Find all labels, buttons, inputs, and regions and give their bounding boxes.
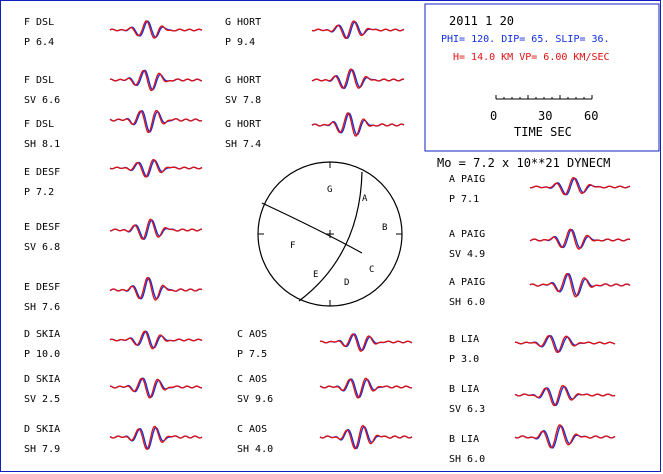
synthetic-trace [514, 424, 616, 449]
phase-amplitude-label: SH 6.0 [449, 454, 485, 465]
sphere-station-e: E [313, 270, 318, 280]
synthetic-trace [109, 276, 203, 301]
observed-trace [515, 334, 616, 353]
event-date: 2011 1 20 [449, 14, 514, 28]
observed-trace [319, 378, 413, 399]
phase-amplitude-label: P 3.0 [449, 354, 479, 365]
sphere-station-c: C [369, 265, 374, 275]
observed-trace [109, 426, 203, 450]
station-label: D SKIA [24, 329, 60, 340]
synthetic-trace [529, 177, 631, 196]
synthetic-trace [311, 68, 405, 89]
observed-trace [311, 68, 404, 90]
phase-amplitude-label: SV 6.3 [449, 404, 485, 415]
phase-amplitude-label: SH 8.1 [24, 139, 60, 150]
sphere-station-f: F [290, 241, 295, 251]
time-scale-bar: 0 30 60 TIME SEC [490, 95, 598, 139]
phase-amplitude-label: P 7.1 [449, 194, 479, 205]
phase-amplitude-label: SV 7.8 [225, 95, 261, 106]
station-label: E DESF [24, 282, 60, 293]
nodal-plane-2 [298, 171, 363, 302]
synthetic-trace [109, 159, 203, 178]
phase-amplitude-label: SV 4.9 [449, 249, 485, 260]
sphere-station-a: A [362, 194, 368, 204]
station-label: C AOS [237, 374, 267, 385]
phase-amplitude-label: SV 2.5 [24, 394, 60, 405]
station-label: G HORT [225, 75, 261, 86]
time-axis-label: TIME SEC [514, 125, 572, 139]
info-box [424, 3, 660, 152]
phase-amplitude-label: SV 9.6 [237, 394, 273, 405]
time-tick-30: 30 [538, 109, 552, 123]
synthetic-trace [311, 20, 405, 40]
station-label: D SKIA [24, 374, 60, 385]
synthetic-trace [529, 228, 631, 250]
synthetic-trace [319, 424, 413, 450]
seismic-moment: Mo = 7.2 x 10**21 DYNECM [437, 156, 610, 170]
mechanism-params: PHI= 120. DIP= 65. SLIP= 36. [441, 34, 610, 45]
station-label: C AOS [237, 329, 267, 340]
station-label: F DSL [24, 119, 54, 130]
station-label: F DSL [24, 75, 54, 86]
station-label: E DESF [24, 222, 60, 233]
depth-velocity: H= 14.0 KM VP= 6.00 KM/SEC [453, 52, 610, 63]
synthetic-trace [515, 334, 616, 353]
phase-amplitude-label: SH 6.0 [449, 297, 485, 308]
phase-amplitude-label: SH 7.6 [24, 302, 60, 313]
phase-amplitude-label: P 6.4 [24, 37, 54, 48]
station-label: A PAIG [449, 277, 485, 288]
phase-amplitude-label: P 7.5 [237, 349, 267, 360]
phase-amplitude-label: SH 7.9 [24, 444, 60, 455]
time-tick-60: 60 [584, 109, 598, 123]
station-label: B LIA [449, 334, 479, 345]
synthetic-trace [109, 425, 203, 451]
station-label: B LIA [449, 384, 479, 395]
station-label: A PAIG [449, 229, 485, 240]
station-label: G HORT [225, 17, 261, 28]
synthetic-trace [319, 377, 413, 399]
sphere-station-d: D [344, 278, 349, 288]
phase-amplitude-label: P 9.4 [225, 37, 255, 48]
phase-amplitude-label: SV 6.6 [24, 95, 60, 106]
station-label: D SKIA [24, 424, 60, 435]
focal-sphere: G A B F E D C [257, 161, 403, 307]
station-label: E DESF [24, 167, 60, 178]
synthetic-trace [109, 377, 202, 399]
synthetic-trace [109, 218, 203, 240]
station-label: G HORT [225, 119, 261, 130]
synthetic-trace [311, 112, 405, 137]
synthetic-trace [109, 20, 203, 39]
synthetic-trace [109, 109, 203, 134]
synthetic-trace [529, 272, 631, 298]
observed-trace [109, 277, 203, 300]
sphere-station-g: G [327, 185, 332, 195]
phase-amplitude-label: SH 4.0 [237, 444, 273, 455]
synthetic-trace [109, 330, 203, 350]
time-tick-0: 0 [490, 109, 497, 123]
synthetic-trace [109, 69, 203, 92]
phase-amplitude-label: P 10.0 [24, 349, 60, 360]
station-label: A PAIG [449, 174, 485, 185]
synthetic-trace [319, 333, 413, 352]
observed-trace [529, 228, 631, 249]
station-label: B LIA [449, 434, 479, 445]
station-label: C AOS [237, 424, 267, 435]
phase-amplitude-label: P 7.2 [24, 187, 54, 198]
sphere-station-b: B [382, 223, 387, 233]
nodal-plane-1 [261, 202, 363, 254]
phase-amplitude-label: SV 6.8 [24, 242, 60, 253]
phase-amplitude-label: SH 7.4 [225, 139, 261, 150]
station-label: F DSL [24, 17, 54, 28]
observed-trace [109, 109, 203, 133]
synthetic-trace [514, 384, 616, 407]
